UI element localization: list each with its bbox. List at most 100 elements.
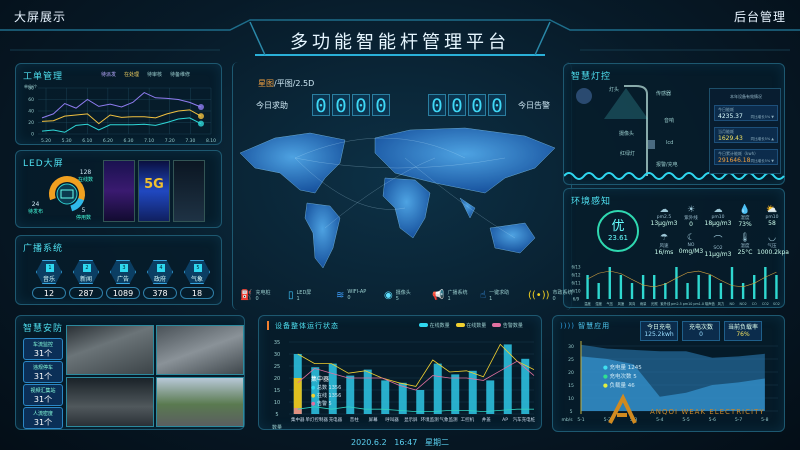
y-tick-label: 6/13 [572,265,581,270]
device-status-title: 设备整体运行状态 [275,322,339,330]
mode-star[interactable]: 星图 [258,79,274,88]
big-screen-link[interactable]: 大屏展示 [14,10,67,24]
bar [503,344,512,414]
toolbar-item-市政系统[interactable]: ((•)) 市政系统 0 [528,289,573,302]
shield-icon: 5 [194,264,202,272]
env-item-5: ☂ 风速 16/ms [649,233,679,256]
camera-feed-4[interactable] [156,377,244,427]
tooltip-row: ● 在线 1356 [311,393,342,399]
x-tick-label: 显示屏 [404,417,418,423]
env-item-1: ☀ 紫外线 0 [676,205,706,228]
smart-app-tooltip: ● 充电量 1245 ● 充电次数 5 ● 负载量 46 [603,364,642,391]
charge-stat-label: 当前负载率 [727,324,758,331]
led-preview-3[interactable] [173,160,205,222]
env-title: 环境感知 [571,197,612,207]
x-tick-label: 光照 [651,301,658,306]
x-tick-label: 屏幕 [369,416,378,423]
series-line [297,343,535,387]
toolbar-item-WIFI-AP[interactable]: ≋ WIFI-AP 0 [336,289,366,301]
stat-label: 当月能耗 [718,129,734,134]
toolbar-item-摄像头[interactable]: ◉ 摄像头 5 [384,289,411,302]
security-button-3[interactable]: 人流密度 31个 [23,407,63,429]
toolbar-item-广播系统[interactable]: 📢 广播系统 1 [432,289,467,302]
help-label: 今日求助 [256,101,288,110]
bowl-icon: ◡ [768,233,776,243]
led-panel: LED大屏 128 在线数 24 待发布 5 停用数 5G [15,150,222,228]
bar [468,370,477,414]
mode-rest[interactable]: /平图/2.5D [274,79,315,88]
security-button-1[interactable]: 违规停车 31个 [23,361,63,383]
y-tick-label: 0 [31,132,34,138]
security-button-label: 车流监控 [32,342,53,348]
tooltip-row: ● 充电量 1245 [603,365,642,371]
security-button-value: 31个 [33,395,53,404]
security-button-0[interactable]: 车流监控 31个 [23,338,63,360]
x-tick-label: 井盖 [482,416,491,423]
led-title: LED大屏 [23,159,64,169]
led-icon: ▯ [288,290,294,301]
camera-feed-3[interactable] [66,377,154,427]
broadcast-item-0[interactable]: 1 音乐 [36,260,62,284]
charge-stat-label: 今日充电 [646,324,671,331]
broadcast-item-1[interactable]: 2 新闻 [73,260,99,284]
alarm-label: 今日告警 [518,101,550,110]
x-tick-label: 5-1 [577,417,584,423]
env-item-label: 湿度 [740,216,750,221]
x-tick-label: pm10 [683,302,693,306]
env-item-label: 温度 [740,244,750,249]
tooltip-row: ● 总数 1356 [311,385,342,391]
x-tick-label: SO2 [773,302,780,306]
env-item-value: 0 [689,221,693,228]
x-tick-label: 6.20 [103,138,113,144]
env-item-3: 💧 湿度 73% [730,205,760,228]
toolbar-label: 市政系统 [552,290,573,296]
security-button-2[interactable]: 视频汇集站 31个 [23,384,63,406]
x-tick-label: 汽车充电桩 [513,416,536,423]
toolbar-value: 0 [255,296,259,302]
x-tick-label: CO [752,302,757,306]
world-map[interactable] [235,118,570,286]
camera-feed-2[interactable] [156,325,244,375]
admin-link[interactable]: 后台管理 [733,10,786,24]
y-tick-label: 15 [568,383,574,389]
moon-icon: ☾ [686,233,696,243]
y-tick-label: 25 [568,357,574,363]
device-legend: 在线数量 在线数量 告警数量 [419,322,523,329]
bar [451,374,460,414]
env-item-value: 18μg/m3 [704,220,732,227]
led-pending-label: 待发布 [28,209,44,215]
map-mode-switch[interactable]: 星图/平图/2.5D [258,78,314,89]
toolbar-item-一键求助[interactable]: ☝ 一键求助 1 [480,289,509,302]
device-status-chart: 5 10 15 20 25 30 35 数量 集中器 单灯控制器 充电器 音柱 屏幕 呼叫器 显示屏 环境监测… [272,340,536,429]
x-tick-label: pm1.0 [693,302,704,306]
broadcast-item-2[interactable]: 3 广告 [110,260,136,284]
toolbar-label: 广播系统 [447,290,468,296]
sun-icon: ☀ [686,205,696,215]
security-button-value: 31个 [33,349,53,358]
bar [686,283,689,299]
broadcast-panel: 广播系统 1 音乐 12 2 新闻 287 3 广告 1089 4 政府 378 5 气象 18 [15,235,222,305]
trend-line [587,270,777,288]
series-line [297,360,535,391]
bar [398,382,407,414]
led-preview-2[interactable]: 5G [138,160,170,222]
tooltip-row: ● 负载量 46 [603,383,635,389]
bar [586,275,589,299]
toolbar-item-充电桩[interactable]: ⛽ 充电桩 0 [240,289,270,302]
help-digit: 0 [332,94,350,117]
y-tick-label: 20 [28,120,34,126]
broadcast-item-4[interactable]: 5 气象 [184,260,210,284]
camera-feed-1[interactable] [66,325,154,375]
series-end-point [198,103,204,110]
y-tick-label: 40 [28,109,34,115]
bar [311,367,320,414]
broadcast-item-3[interactable]: 4 政府 [147,260,173,284]
broadcast-value: 378 [143,287,177,299]
env-item-label: SO2 [713,246,723,251]
led-pending-value: 24 [31,201,40,208]
led-preview-1[interactable] [103,160,135,222]
y-tick-label: 6/11 [572,281,581,286]
map-frame [232,62,572,310]
toolbar-item-LED屏[interactable]: ▯ LED屏 1 [288,289,311,302]
